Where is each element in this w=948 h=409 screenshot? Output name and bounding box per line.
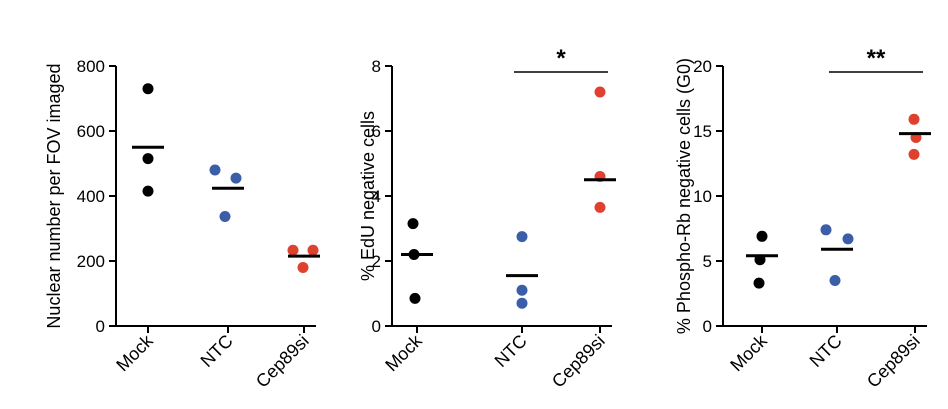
y-tick-label: 4: [372, 187, 381, 206]
y-tick-label: 0: [703, 317, 712, 336]
data-point: [142, 185, 154, 197]
x-tick-label: Cep89si: [548, 331, 609, 392]
data-point: [829, 275, 841, 286]
significance-label: *: [556, 45, 566, 72]
y-tick-label: 8: [372, 57, 381, 76]
data-point: [756, 230, 768, 242]
y-axis-label: % Phospho-Rb negative cells (G0): [674, 58, 694, 334]
y-axis-label: % EdU negative cells: [358, 111, 378, 281]
y-tick-label: 600: [77, 122, 105, 141]
y-tick-label: 0: [96, 317, 105, 336]
data-point: [409, 292, 421, 304]
y-axis-label: Nuclear number per FOV imaged: [44, 63, 64, 328]
data-point: [297, 262, 309, 273]
y-tick-label: 2: [372, 252, 381, 271]
data-point: [516, 284, 528, 296]
data-point: [908, 113, 920, 125]
x-tick-label: Cep89si: [863, 331, 924, 392]
x-tick-label: NTC: [806, 331, 846, 371]
x-tick-label: Mock: [726, 330, 771, 375]
x-tick-label: NTC: [491, 331, 531, 371]
data-point: [908, 148, 920, 160]
y-tick-label: 200: [77, 252, 105, 271]
panel-1: 0 200 400 600 800 Nuclear number per FOV imag…: [44, 57, 320, 392]
data-point: [753, 277, 765, 289]
y-tick-label: 20: [693, 57, 712, 76]
data-point: [230, 172, 242, 184]
y-tick-label: 10: [693, 187, 712, 206]
y-tick-label: 0: [372, 317, 381, 336]
data-point: [407, 218, 419, 230]
x-tick-label: NTC: [197, 331, 237, 371]
data-point: [287, 244, 299, 256]
x-tick-label: Mock: [381, 330, 426, 375]
data-point: [516, 231, 528, 243]
data-point: [209, 164, 221, 176]
y-tick-label: 400: [77, 187, 105, 206]
data-point: [594, 201, 606, 213]
y-tick-label: 5: [703, 252, 712, 271]
y-tick-label: 15: [693, 122, 712, 141]
data-point: [594, 86, 606, 98]
data-point: [307, 244, 319, 256]
y-tick-label: 6: [372, 122, 381, 141]
data-point: [842, 233, 854, 245]
data-point: [142, 83, 154, 95]
data-point: [820, 224, 832, 236]
data-point: [142, 153, 154, 165]
data-point: [516, 297, 528, 309]
data-point: [219, 210, 231, 222]
x-tick-label: Cep89si: [252, 331, 313, 392]
panel-3: 0 5 10 15 20% Phospho-Rb negative cells (G0)…: [674, 45, 931, 392]
significance-label: **: [867, 45, 886, 72]
panel-2: 0 2 4 6 8 % EdU negative cells Mock NTC Cep89si *: [358, 45, 616, 392]
y-tick-label: 800: [77, 57, 105, 76]
x-tick-label: Mock: [112, 330, 157, 375]
